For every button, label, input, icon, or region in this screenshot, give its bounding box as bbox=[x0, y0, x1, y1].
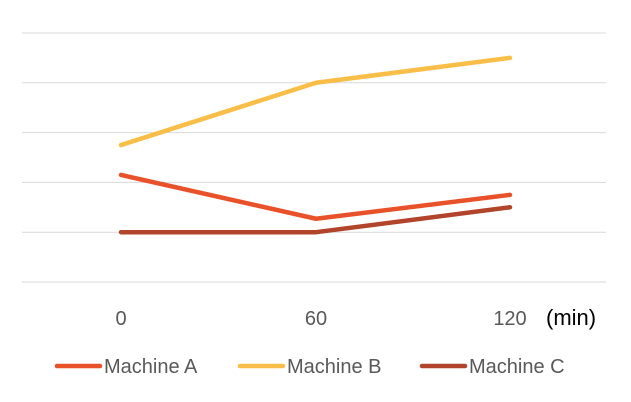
series-line-machine-c bbox=[118, 205, 513, 235]
legend-label-machine-b: Machine B bbox=[287, 356, 382, 378]
legend-label-machine-a: Machine A bbox=[104, 356, 198, 378]
x-tick-label: 60 bbox=[305, 308, 327, 330]
series-line-machine-b bbox=[118, 55, 513, 148]
x-tick-label: 0 bbox=[115, 308, 126, 330]
x-axis-unit-label: (min) bbox=[546, 305, 596, 330]
series-line-machine-a bbox=[118, 172, 513, 221]
gridlines bbox=[22, 32, 606, 283]
series-lines bbox=[118, 55, 513, 235]
legend-label-machine-c: Machine C bbox=[469, 356, 565, 378]
x-axis-tick-labels: 0 60 120 bbox=[115, 308, 526, 330]
x-tick-label: 120 bbox=[493, 308, 526, 330]
legend-item-machine-a: Machine A bbox=[54, 356, 198, 378]
legend-item-machine-c: Machine C bbox=[419, 356, 565, 378]
legend: Machine A Machine B Machine C bbox=[54, 356, 565, 378]
legend-item-machine-b: Machine B bbox=[237, 356, 382, 378]
